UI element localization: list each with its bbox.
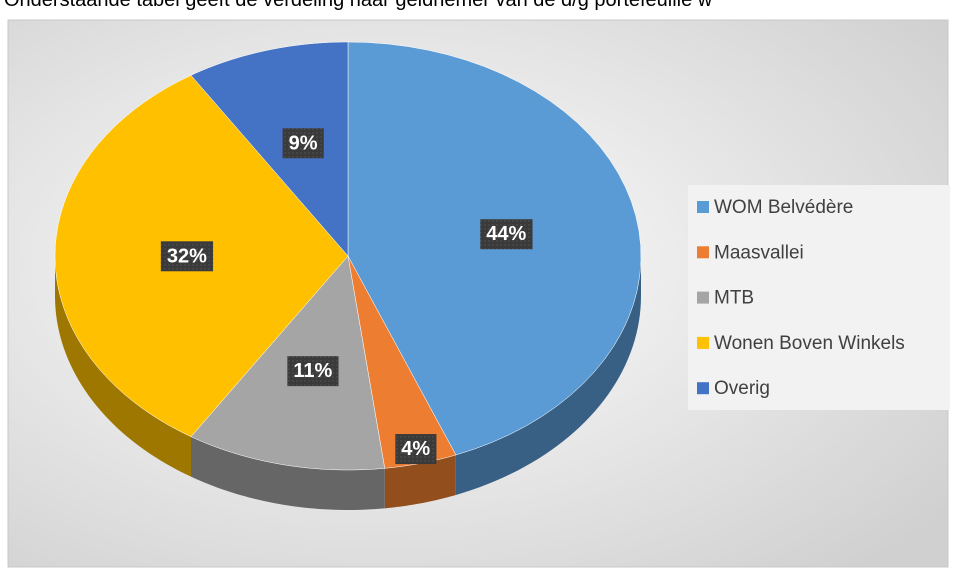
data-label: 9% — [289, 132, 318, 154]
data-label-box — [395, 434, 437, 465]
legend-swatch — [697, 382, 709, 395]
legend-label: Maasvallei — [714, 242, 804, 263]
pie-slice — [190, 41, 349, 257]
legend-swatch — [697, 291, 709, 304]
pie-side — [384, 454, 456, 509]
header-text: Onderstaande tabel geeft de verdeling na… — [4, 0, 713, 11]
data-label-box — [282, 128, 324, 159]
legend-swatch — [697, 336, 709, 349]
legend-label: WOM Belvédère — [714, 197, 853, 218]
legend-swatch — [697, 201, 709, 213]
data-label: 44% — [486, 223, 526, 245]
pie-side — [455, 256, 641, 495]
legend-label: Overig — [714, 378, 770, 399]
data-label: 4% — [401, 438, 430, 460]
data-label-box — [480, 219, 533, 250]
legend-swatch — [697, 246, 709, 259]
data-label: 11% — [293, 360, 332, 382]
legend-label: MTB — [714, 288, 754, 309]
pie-side — [55, 256, 192, 477]
data-label-box — [287, 356, 339, 387]
legend-label: Wonen Boven Winkels — [714, 333, 905, 354]
legend-box — [688, 185, 950, 410]
data-label-box — [160, 241, 214, 272]
data-label: 32% — [167, 245, 207, 267]
